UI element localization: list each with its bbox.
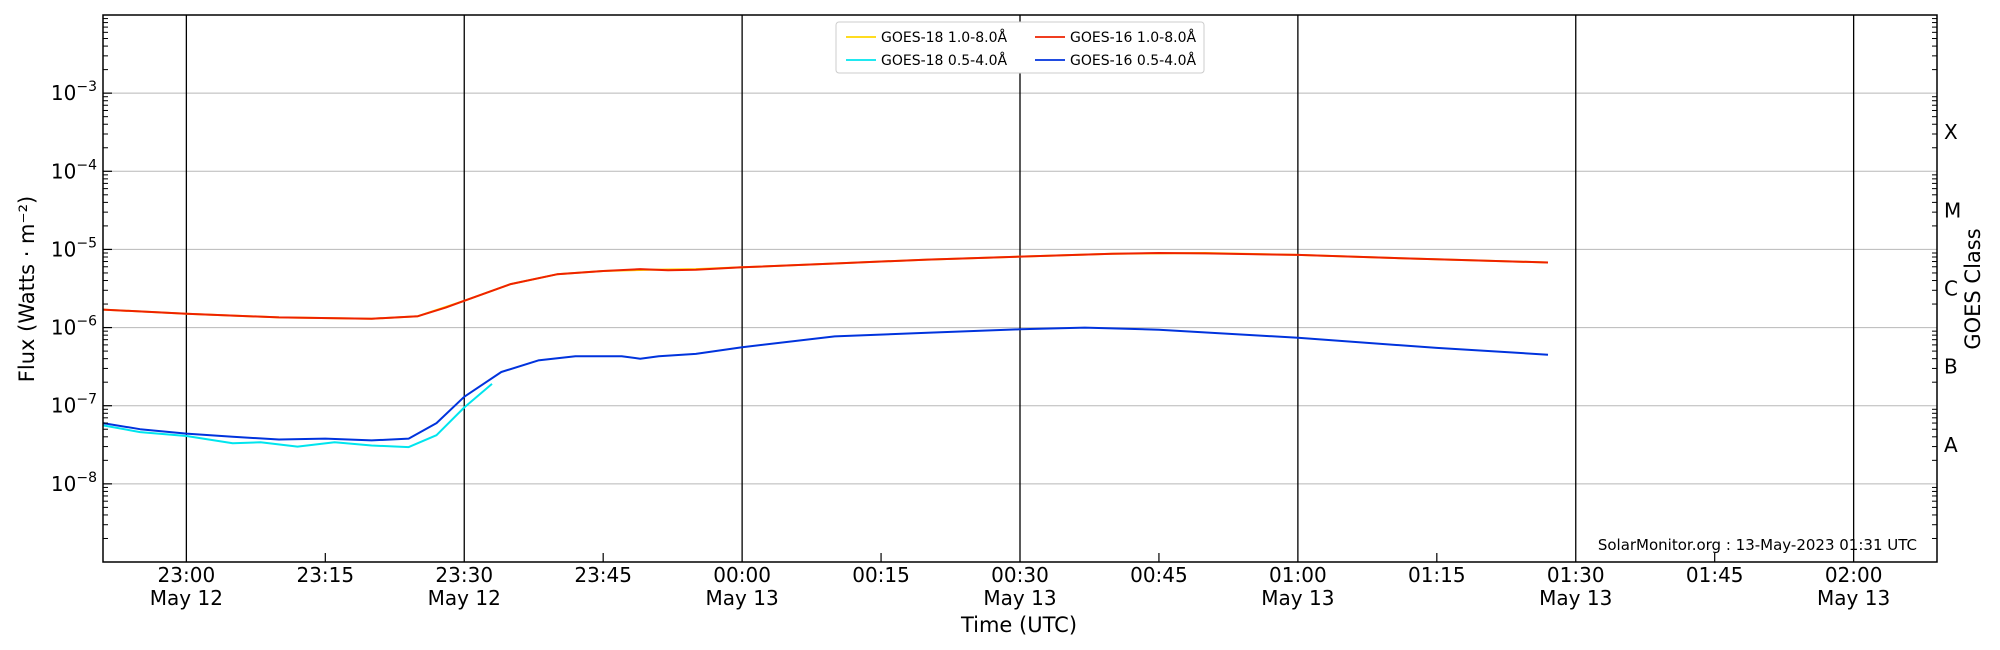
- y-tick-label: 10−6: [51, 314, 97, 340]
- x-tick-label: 23:30: [435, 563, 493, 587]
- goes-class-label: B: [1944, 355, 1958, 379]
- x-tick-sublabel: May 13: [1817, 586, 1890, 610]
- y-tick-label: 10−8: [51, 470, 97, 496]
- x-tick-label: 00:00: [713, 563, 771, 587]
- x-tick-label: 01:45: [1686, 563, 1744, 587]
- y-tick-label: 10−5: [51, 235, 97, 261]
- y-tick-label: 10−3: [51, 79, 97, 105]
- goes-class-label: M: [1944, 198, 1961, 222]
- y-tick-label: 10−7: [51, 392, 97, 418]
- x-axis-title: Time (UTC): [960, 613, 1077, 637]
- x-tick-sublabel: May 12: [150, 586, 223, 610]
- series-line: [102, 326, 1549, 442]
- series-layer: [102, 252, 1549, 449]
- x-tick-sublabel: May 13: [1539, 586, 1612, 610]
- y2-axis-title: GOES Class: [1961, 228, 1985, 349]
- y-axis-title: Flux (Watts · m⁻²): [15, 196, 39, 382]
- legend-box: [835, 21, 1205, 74]
- x-tick-label: 00:15: [852, 563, 910, 587]
- goes-class-label: X: [1944, 120, 1958, 144]
- x-tick-label: 00:30: [991, 563, 1049, 587]
- x-tick-label: 23:15: [296, 563, 354, 587]
- legend-label: GOES-16 1.0-8.0Å: [1070, 29, 1196, 46]
- series-line: [102, 383, 493, 449]
- x-tick-label: 23:45: [574, 563, 632, 587]
- plot-frame: [102, 14, 1938, 563]
- goes-class-label: C: [1944, 277, 1958, 301]
- x-tick-label: 01:15: [1408, 563, 1466, 587]
- legend-label: GOES-18 1.0-8.0Å: [881, 29, 1007, 46]
- legend-label: GOES-18 0.5-4.0Å: [881, 52, 1007, 69]
- x-tick-sublabel: May 13: [1261, 586, 1334, 610]
- credit-text: SolarMonitor.org : 13-May-2023 01:31 UTC: [1598, 536, 1917, 554]
- x-tick-label: 00:45: [1130, 563, 1188, 587]
- x-tick-label: 02:00: [1825, 563, 1883, 587]
- x-tick-label: 01:30: [1547, 563, 1605, 587]
- legend-label: GOES-16 0.5-4.0Å: [1070, 52, 1196, 69]
- x-tick-sublabel: May 12: [428, 586, 501, 610]
- series-line: [102, 252, 1549, 320]
- x-tick-label: 23:00: [158, 563, 216, 587]
- x-tick-label: 01:00: [1269, 563, 1327, 587]
- x-tick-sublabel: May 13: [983, 586, 1056, 610]
- legend: GOES-18 1.0-8.0Å GOES-18 0.5-4.0Å GOES-16 …: [835, 21, 1205, 74]
- y-tick-label: 10−4: [51, 157, 97, 183]
- x-tick-sublabel: May 13: [706, 586, 779, 610]
- goes-class-label: A: [1944, 433, 1958, 457]
- series-line: [102, 252, 1549, 320]
- grid-layer: [103, 15, 1937, 562]
